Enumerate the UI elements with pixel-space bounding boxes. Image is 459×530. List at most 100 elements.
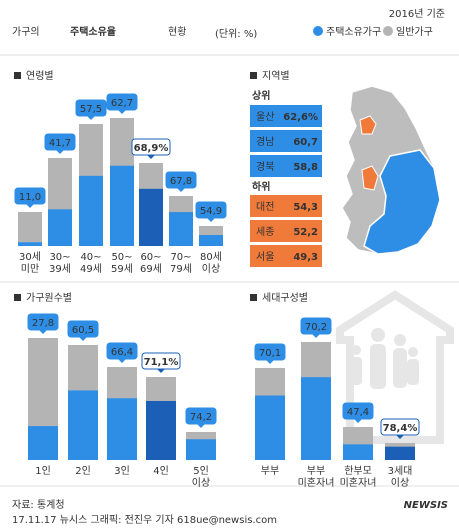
value-label: 57,5 — [80, 104, 102, 115]
section-title: 세대구성별 — [262, 292, 308, 304]
category-label: 이상 — [202, 263, 220, 275]
owner-bar — [301, 377, 331, 460]
region-box — [250, 245, 322, 267]
rank-label: 상위 — [252, 89, 270, 102]
category-label: 부부 — [307, 466, 325, 477]
bubble-pointer — [354, 419, 362, 423]
category-label: 4인 — [153, 465, 169, 477]
bubble-pointer — [118, 110, 126, 114]
owner-bar — [110, 165, 134, 246]
category-label: 40~ — [80, 252, 101, 263]
value-label: 71,1% — [144, 357, 179, 368]
title-part: 가구의 — [12, 26, 40, 38]
owner-bar — [139, 188, 163, 246]
value-label: 11,0 — [19, 192, 41, 203]
bubble-pointer — [87, 116, 95, 120]
value-label: 67,8 — [170, 176, 192, 187]
legend-label: 주택소유가구 — [326, 26, 381, 38]
region-name: 경북 — [256, 160, 274, 173]
bubble-pointer — [177, 188, 185, 192]
korea-map — [341, 85, 441, 255]
owner-bar — [385, 446, 415, 460]
bubble-pointer — [197, 424, 205, 428]
region-box — [250, 220, 322, 242]
category-label: 80세 — [200, 251, 222, 263]
owner-bar — [28, 426, 58, 460]
category-label: 60~ — [140, 252, 161, 263]
owner-bar — [107, 398, 137, 460]
owner-bar — [48, 209, 72, 246]
owner-bar — [68, 390, 98, 460]
bubble-pointer — [118, 359, 126, 363]
value-label: 41,7 — [49, 138, 71, 149]
section-bullet — [14, 294, 21, 301]
region-box — [250, 195, 322, 217]
owner-bar — [186, 439, 216, 460]
category-label: 70~ — [170, 252, 191, 263]
category-label: 30~ — [49, 252, 70, 263]
region-name: 세종 — [256, 226, 274, 238]
value-label: 74,2 — [190, 412, 212, 423]
section-title: 가구원수별 — [26, 292, 72, 304]
region-value: 60,7 — [293, 137, 318, 148]
logo: NEWSIS — [404, 500, 448, 511]
rank-label: 하위 — [252, 180, 270, 193]
owner-bar — [79, 175, 103, 246]
category-label: 30세 — [19, 251, 41, 263]
category-label: 2인 — [75, 465, 91, 477]
category-label: 59세 — [111, 263, 133, 275]
bubble-pointer — [39, 330, 47, 334]
category-label: 이상 — [192, 477, 210, 489]
owner-bar — [18, 242, 42, 246]
section-title: 지역별 — [262, 70, 290, 82]
bubble-pointer — [157, 369, 165, 373]
region-box — [250, 130, 322, 152]
credit: 17.11.17 뉴시스 그래픽: 전진우 기자 618ue@newsis.co… — [12, 514, 277, 526]
category-label: 이상 — [391, 477, 409, 489]
bubble-pointer — [26, 204, 34, 208]
category-label: 1인 — [35, 465, 51, 477]
owner-bar — [343, 444, 373, 460]
family-illustration — [336, 290, 454, 444]
value-label: 70,2 — [305, 322, 327, 333]
owner-bar — [255, 395, 285, 460]
value-label: 70,1 — [259, 348, 281, 359]
title-part: 현황 — [168, 26, 186, 38]
source: 자료: 통계청 — [12, 499, 65, 511]
bubble-pointer — [79, 337, 87, 341]
bubble-pointer — [147, 155, 155, 159]
section-bullet — [14, 72, 21, 79]
category-label: 50~ — [111, 252, 132, 263]
category-label: 39세 — [49, 263, 71, 275]
category-label: 한부모 — [344, 465, 372, 477]
legend-swatch — [383, 26, 393, 36]
region-box — [250, 155, 322, 177]
category-label: 미혼자녀 — [298, 476, 335, 489]
section-bullet — [250, 294, 257, 301]
region-name: 서울 — [256, 251, 274, 263]
value-label: 68,9% — [134, 143, 169, 154]
bubble-pointer — [396, 435, 404, 439]
value-label: 66,4 — [111, 347, 133, 358]
region-name: 울산 — [256, 111, 274, 123]
value-label: 62,7 — [111, 98, 133, 109]
category-label: 3세대 — [388, 465, 413, 477]
owner-bar — [199, 235, 223, 246]
region-value: 54,3 — [293, 202, 318, 213]
region-value: 52,2 — [293, 227, 318, 238]
region-value: 49,3 — [293, 252, 318, 263]
value-label: 27,8 — [32, 318, 54, 329]
region-value: 62,6% — [283, 112, 318, 123]
basis: 2016년 기준 — [389, 8, 445, 20]
title-part: 주택소유율 — [70, 25, 116, 38]
category-label: 부부 — [261, 466, 279, 477]
owner-bar — [169, 212, 193, 246]
section-bullet — [250, 72, 257, 79]
category-label: 3인 — [114, 465, 130, 477]
legend-swatch — [313, 26, 323, 36]
region-box — [250, 105, 322, 127]
legend-label: 일반가구 — [396, 26, 433, 38]
total-bar — [18, 212, 42, 246]
category-label: 미만 — [21, 263, 39, 275]
